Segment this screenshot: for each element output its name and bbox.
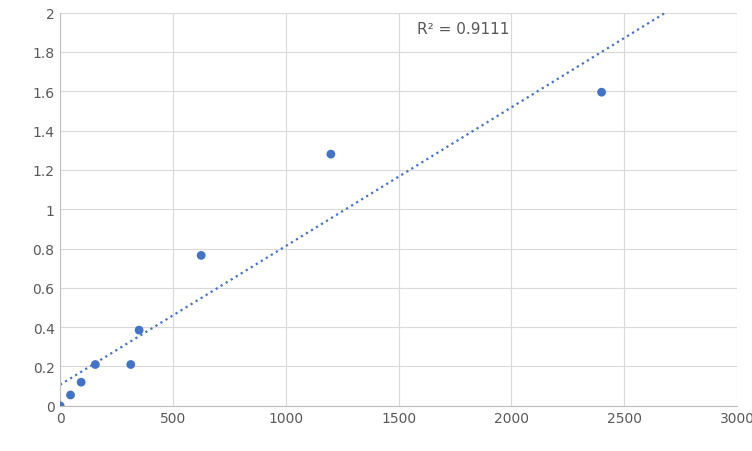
- Point: [196, 252, 208, 259]
- Point: [65, 391, 77, 399]
- Point: [89, 361, 102, 368]
- Point: [75, 379, 87, 386]
- Point: [596, 89, 608, 97]
- Point: [325, 151, 337, 158]
- Point: [133, 327, 145, 334]
- Point: [54, 402, 66, 410]
- Text: R² = 0.9111: R² = 0.9111: [417, 22, 509, 37]
- Point: [125, 361, 137, 368]
